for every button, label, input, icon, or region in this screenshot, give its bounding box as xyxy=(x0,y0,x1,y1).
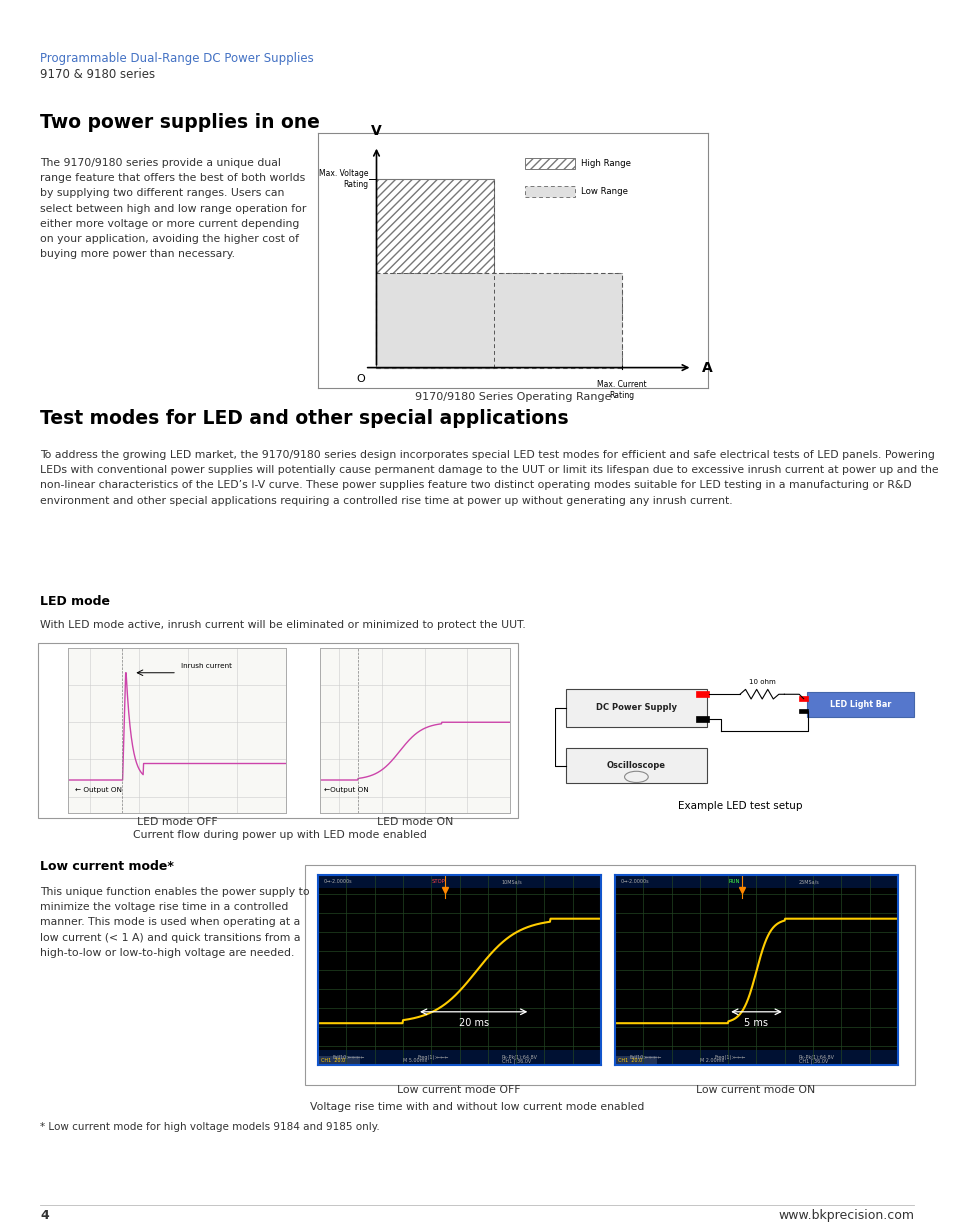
Text: CH1 | 36.0V: CH1 | 36.0V xyxy=(501,1058,531,1064)
Text: Low Range: Low Range xyxy=(580,188,628,196)
Text: Low current mode OFF: Low current mode OFF xyxy=(396,1085,520,1094)
Text: 9170/9180 Series Operating Range: 9170/9180 Series Operating Range xyxy=(415,391,611,402)
Text: 20 ms: 20 ms xyxy=(458,1017,488,1027)
Text: Inrush current: Inrush current xyxy=(181,663,233,669)
Text: M 2.00ms: M 2.00ms xyxy=(700,1059,723,1064)
Bar xyxy=(305,865,914,1085)
Bar xyxy=(524,158,575,169)
Text: LED mode: LED mode xyxy=(40,595,110,609)
Text: LED mode ON: LED mode ON xyxy=(376,817,453,827)
Text: 9170 & 9180 series: 9170 & 9180 series xyxy=(40,67,155,81)
Text: STOP: STOP xyxy=(431,880,444,885)
Bar xyxy=(376,274,621,368)
Text: Freq(1):←←←: Freq(1):←←← xyxy=(416,1055,448,1060)
Text: LED Light Bar: LED Light Bar xyxy=(829,699,890,709)
Text: Current flow during power up with LED mode enabled: Current flow during power up with LED mo… xyxy=(132,829,427,840)
Text: Oscilloscope: Oscilloscope xyxy=(606,761,665,771)
Text: Freq(1):←←←: Freq(1):←←← xyxy=(713,1055,744,1060)
Text: The 9170/9180 series provide a unique dual
range feature that offers the best of: The 9170/9180 series provide a unique du… xyxy=(40,158,306,259)
Bar xyxy=(317,875,600,888)
Bar xyxy=(317,1050,600,1065)
Text: Example LED test setup: Example LED test setup xyxy=(677,801,801,811)
Text: Programmable Dual-Range DC Power Supplies: Programmable Dual-Range DC Power Supplie… xyxy=(40,52,314,65)
Text: 5 ms: 5 ms xyxy=(743,1017,768,1027)
Text: Fall10:←←←←: Fall10:←←←← xyxy=(628,1055,660,1060)
Bar xyxy=(805,692,913,717)
Bar xyxy=(317,1059,600,1065)
Bar xyxy=(799,697,807,701)
Text: ← Output ON: ← Output ON xyxy=(74,787,121,793)
Bar xyxy=(615,1050,897,1065)
Bar xyxy=(615,1059,897,1065)
Text: CH1  20.0: CH1 20.0 xyxy=(618,1059,641,1064)
Bar xyxy=(615,1056,657,1065)
Text: ←Output ON: ←Output ON xyxy=(323,787,368,793)
Text: M 5.00ms: M 5.00ms xyxy=(402,1059,426,1064)
Text: CH1  20.0: CH1 20.0 xyxy=(320,1059,345,1064)
Text: With LED mode active, inrush current will be eliminated or minimized to protect : With LED mode active, inrush current wil… xyxy=(40,620,525,629)
Text: Max. Current
Rating: Max. Current Rating xyxy=(597,380,646,400)
Text: Test modes for LED and other special applications: Test modes for LED and other special app… xyxy=(40,409,568,428)
Text: 10MSa/s: 10MSa/s xyxy=(501,880,522,885)
Text: Low current mode ON: Low current mode ON xyxy=(696,1085,815,1094)
Bar xyxy=(524,187,575,198)
Text: Two power supplies in one: Two power supplies in one xyxy=(40,113,319,133)
Text: LED mode OFF: LED mode OFF xyxy=(136,817,217,827)
Bar xyxy=(317,1056,360,1065)
Text: Low current mode*: Low current mode* xyxy=(40,860,173,872)
Text: High Range: High Range xyxy=(580,160,631,168)
Text: Fall10:←←←←: Fall10:←←←← xyxy=(332,1055,364,1060)
Text: 4: 4 xyxy=(40,1209,49,1222)
Text: O: O xyxy=(356,374,365,384)
Text: DC Power Supply: DC Power Supply xyxy=(596,703,677,712)
Text: A: A xyxy=(701,361,712,374)
Text: 25MSa/s: 25MSa/s xyxy=(798,880,819,885)
Text: V: V xyxy=(371,124,381,139)
Text: RUN: RUN xyxy=(727,880,739,885)
Text: CH1 | 36.0V: CH1 | 36.0V xyxy=(798,1058,827,1064)
Bar xyxy=(38,643,517,818)
Text: To address the growing LED market, the 9170/9180 series design incorporates spec: To address the growing LED market, the 9… xyxy=(40,450,938,506)
Bar xyxy=(565,688,706,728)
Text: Pk-Pk(1):64.8V: Pk-Pk(1):64.8V xyxy=(501,1055,537,1060)
Text: * Low current mode for high voltage models 9184 and 9185 only.: * Low current mode for high voltage mode… xyxy=(40,1121,379,1133)
Bar xyxy=(799,709,807,713)
Text: Pk-Pk(1):64.8V: Pk-Pk(1):64.8V xyxy=(798,1055,834,1060)
Text: www.bkprecision.com: www.bkprecision.com xyxy=(778,1209,913,1222)
Bar xyxy=(565,748,706,783)
Text: 10 ohm: 10 ohm xyxy=(748,679,775,685)
Bar xyxy=(615,875,897,888)
Bar xyxy=(376,179,493,368)
Text: 0→-2.0000s: 0→-2.0000s xyxy=(620,880,649,885)
Text: 0→-2.0000s: 0→-2.0000s xyxy=(323,880,352,885)
Bar xyxy=(695,715,708,721)
Text: Voltage rise time with and without low current mode enabled: Voltage rise time with and without low c… xyxy=(310,1102,643,1112)
Text: This unique function enables the power supply to
minimize the voltage rise time : This unique function enables the power s… xyxy=(40,887,310,958)
Bar xyxy=(695,691,708,697)
Text: Max. Voltage
Rating: Max. Voltage Rating xyxy=(319,169,368,189)
